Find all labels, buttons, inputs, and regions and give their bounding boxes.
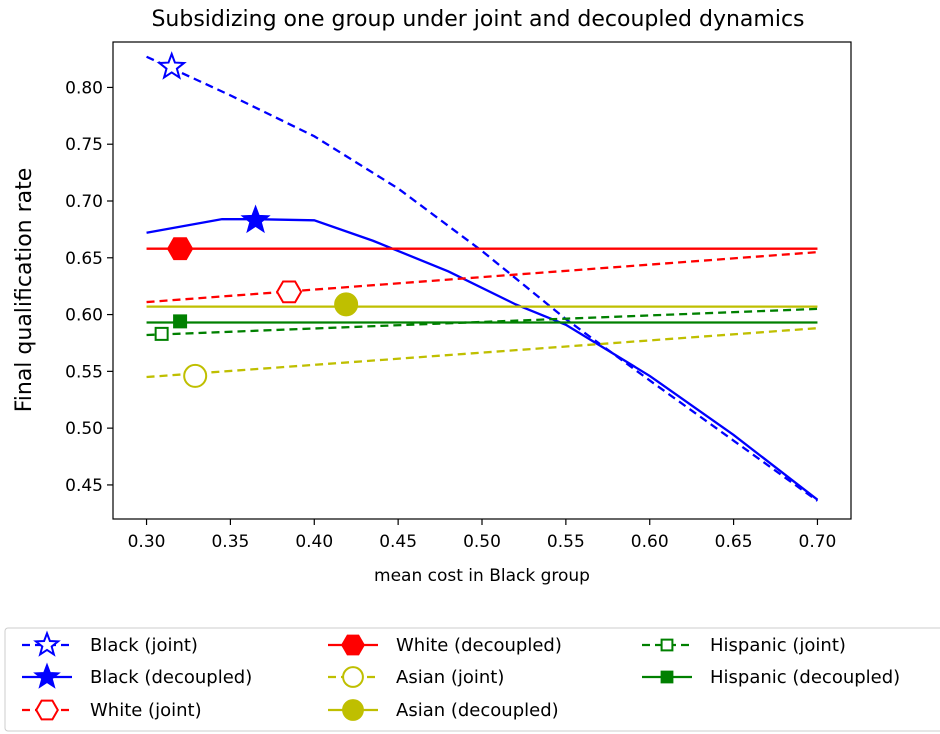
y-tick-label: 0.45 xyxy=(65,476,103,496)
legend-item-black-joint: Black (joint) xyxy=(22,630,198,657)
legend-marker xyxy=(33,630,61,657)
legend-item-hispanic-joint: Hispanic (joint) xyxy=(642,635,846,656)
x-tick-label: 0.50 xyxy=(463,532,501,552)
legend-label: Black (decoupled) xyxy=(90,667,252,688)
legend-label: Asian (decoupled) xyxy=(396,700,559,721)
legend-marker xyxy=(660,670,674,684)
series-line-black-joint xyxy=(146,55,819,502)
legend-marker xyxy=(33,662,61,689)
legend-label: Hispanic (decoupled) xyxy=(710,667,900,688)
marker-white-joint xyxy=(275,280,303,304)
marker-black-decoupled xyxy=(240,204,271,234)
plot-marks xyxy=(146,51,819,502)
x-tick-label: 0.70 xyxy=(799,532,837,552)
y-tick-label: 0.55 xyxy=(65,362,103,382)
marker-asian-joint xyxy=(183,363,208,388)
x-tick-label: 0.45 xyxy=(379,532,417,552)
y-tick-label: 0.70 xyxy=(65,192,103,212)
legend-item-white-decoupled: White (decoupled) xyxy=(328,634,562,656)
x-tick-label: 0.40 xyxy=(295,532,333,552)
legend-marker xyxy=(342,666,364,688)
y-tick-label: 0.60 xyxy=(65,306,103,326)
marker-white-decoupled xyxy=(166,237,194,261)
x-tick-label: 0.60 xyxy=(631,532,669,552)
marker-black-joint xyxy=(156,51,187,80)
x-tick-label: 0.55 xyxy=(547,532,585,552)
legend: Black (joint) Black (decoupled) White (joi… xyxy=(22,630,900,721)
legend-label: White (decoupled) xyxy=(396,635,562,656)
x-tick-label: 0.65 xyxy=(715,532,753,552)
legend-item-hispanic-decoupled: Hispanic (decoupled) xyxy=(642,667,900,688)
legend-item-asian-decoupled: Asian (decoupled) xyxy=(328,699,559,721)
y-tick-label: 0.50 xyxy=(65,419,103,439)
y-tick-label: 0.65 xyxy=(65,249,103,269)
marker-hispanic-decoupled xyxy=(173,314,188,329)
legend-marker xyxy=(341,634,365,656)
x-axis-label: mean cost in Black group xyxy=(374,566,590,586)
y-tick-label: 0.80 xyxy=(65,78,103,98)
series-line-hispanic-joint xyxy=(146,307,818,337)
legend-marker xyxy=(660,638,674,652)
marker-asian-decoupled xyxy=(334,292,359,317)
series-line-asian-joint xyxy=(146,327,818,379)
legend-label: Hispanic (joint) xyxy=(710,635,846,656)
chart-title: Subsidizing one group under joint and de… xyxy=(151,7,804,32)
legend-label: White (joint) xyxy=(90,700,202,721)
series-line-white-joint xyxy=(146,250,818,304)
y-axis-label: Final qualification rate xyxy=(12,168,37,413)
x-tick-label: 0.35 xyxy=(211,532,249,552)
legend-box xyxy=(4,627,940,732)
legend-label: Asian (joint) xyxy=(396,667,504,688)
legend-item-asian-joint: Asian (joint) xyxy=(328,666,504,688)
legend-marker xyxy=(35,699,59,721)
legend-label: Black (joint) xyxy=(90,635,198,656)
x-axis: 0.30 0.35 0.40 0.45 0.50 0.55 0.60 0.65 0.70 xyxy=(128,519,837,552)
marker-hispanic-joint xyxy=(154,326,169,341)
x-tick-label: 0.30 xyxy=(128,532,166,552)
plot-frame xyxy=(112,41,852,520)
series-line-black-decoupled xyxy=(146,218,819,501)
legend-item-white-joint: White (joint) xyxy=(22,699,202,721)
y-axis: 0.45 0.50 0.55 0.60 0.65 0.70 0.75 0.80 xyxy=(65,78,113,496)
legend-item-black-decoupled: Black (decoupled) xyxy=(22,662,252,689)
y-tick-label: 0.75 xyxy=(65,135,103,155)
legend-marker xyxy=(342,699,364,721)
